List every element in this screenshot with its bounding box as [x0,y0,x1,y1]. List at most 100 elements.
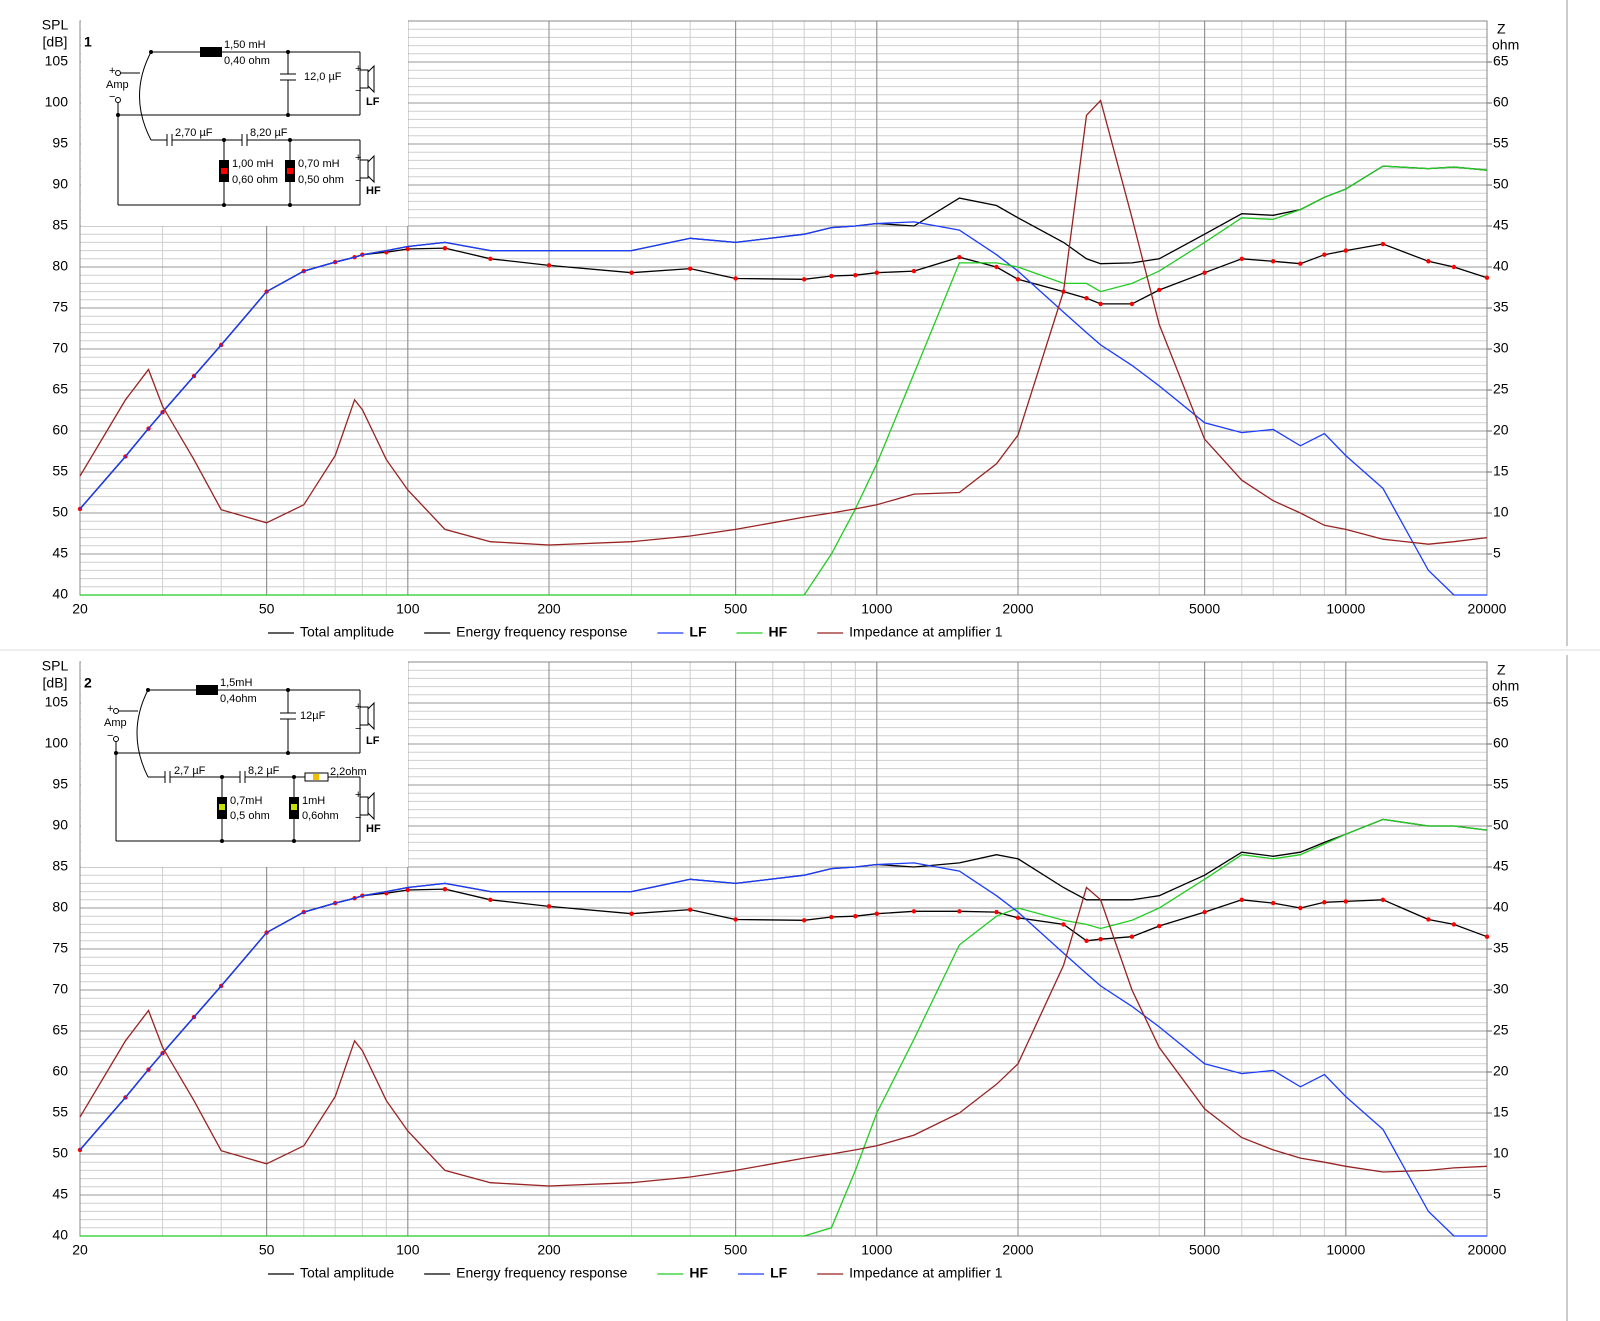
y-tick-label: 95 [52,776,68,792]
x-tick-label: 5000 [1189,601,1220,617]
marker [405,246,411,252]
legend-label: Energy frequency response [456,1265,627,1281]
circuit-label: 2,2ohm [330,766,367,778]
x-tick-label: 500 [724,601,748,617]
y-tick-label: 50 [52,1145,68,1161]
marker [1239,256,1244,261]
circuit-label: − [355,812,361,824]
marker [994,264,999,270]
y-axis-label: SPL [42,17,69,33]
y-tick-label: 105 [45,53,69,69]
y2-tick-label: 45 [1493,217,1509,233]
y2-tick-label: 60 [1493,94,1509,110]
marker [442,886,448,892]
circuit-label: − [355,85,361,97]
y-axis-label: [dB] [43,34,68,50]
marker [1426,917,1431,922]
legend-label: HF [769,624,788,640]
marker [1451,922,1457,927]
circuit-label: 0,4ohm [220,693,257,705]
circuit-label: 0,40 ohm [224,55,270,67]
marker [1098,301,1103,307]
circuit-label: HF [366,823,381,835]
x-tick-label: 50 [259,1242,275,1258]
marker [994,909,999,915]
circuit-label: LF [366,735,380,747]
y-tick-label: 95 [52,135,68,151]
circuit-label: + [355,63,361,75]
marker [1270,900,1276,906]
marker [1426,259,1431,264]
series-line [79,99,1488,546]
circuit-label: 0,7mH [230,795,262,807]
marker [1129,301,1135,307]
circuit-label: − [109,91,115,103]
marker [1239,897,1244,902]
marker [1202,270,1207,275]
marker [629,911,634,916]
marker [405,887,411,893]
marker [874,270,880,275]
y2-tick-label: 15 [1493,1104,1509,1120]
y-tick-label: 40 [52,1227,68,1243]
marker [629,270,634,275]
circuit-label: + [355,701,361,713]
x-tick-label: 2000 [1002,601,1033,617]
y2-tick-label: 30 [1493,981,1509,997]
marker [733,276,738,281]
marker [1380,241,1386,247]
circuit-label: 2,70 µF [175,127,213,139]
marker [1129,934,1135,939]
y2-axis-label: Z [1497,662,1506,678]
y2-tick-label: 45 [1493,858,1509,874]
y2-tick-label: 55 [1493,135,1509,151]
y2-tick-label: 35 [1493,299,1509,315]
y-tick-label: 70 [52,981,68,997]
circuit-label: 1,50 mH [224,39,266,51]
y2-tick-label: 40 [1493,258,1509,274]
y2-axis-label: Z [1497,21,1506,37]
x-tick-label: 500 [724,1242,748,1258]
circuit-label: 12µF [300,710,326,722]
marker [1484,275,1490,280]
y-tick-label: 45 [52,1186,68,1202]
y2-tick-label: 25 [1493,381,1509,397]
x-tick-label: 100 [396,601,420,617]
marker [687,266,693,271]
y-tick-label: 85 [52,217,68,233]
x-tick-label: 5000 [1189,1242,1220,1258]
x-tick-label: 20 [72,601,88,617]
y-tick-label: 90 [52,817,68,833]
legend-label: Impedance at amplifier 1 [849,1265,1003,1281]
x-tick-label: 2000 [1002,1242,1033,1258]
circuit: 1,5mH 0,4ohm 12µF + − LF + Amp − 2,7 µF … [81,660,408,867]
x-tick-label: 1000 [861,601,892,617]
circuit-label: 1mH [302,795,325,807]
y2-tick-label: 15 [1493,463,1509,479]
circuit-label: 12,0 µF [304,71,342,83]
y-tick-label: 65 [52,381,68,397]
circuit-label: + [109,65,115,77]
legend-label: Energy frequency response [456,624,627,640]
y2-tick-label: 10 [1493,504,1509,520]
marker [1156,287,1162,293]
y2-tick-label: 65 [1493,53,1509,69]
x-tick-label: 20000 [1468,601,1507,617]
circuit-label: 0,6ohm [302,810,339,822]
x-tick-label: 200 [537,1242,561,1258]
marker [957,909,962,914]
marker [1484,934,1490,939]
circuit-label: 0,60 ohm [232,174,278,186]
y-tick-label: 75 [52,940,68,956]
circuit: 1,50 mH 0,40 ohm 12,0 µF + − LF + Amp − … [81,19,408,226]
marker [1061,922,1066,927]
circuit-label: 1,5mH [220,677,252,689]
circuit-label: 8,20 µF [250,127,288,139]
marker [1343,248,1349,253]
circuit-label: 8,2 µF [248,765,280,777]
y2-tick-label: 20 [1493,422,1509,438]
circuit-label: 0,70 mH [298,158,340,170]
marker [829,914,834,920]
x-tick-label: 1000 [861,1242,892,1258]
